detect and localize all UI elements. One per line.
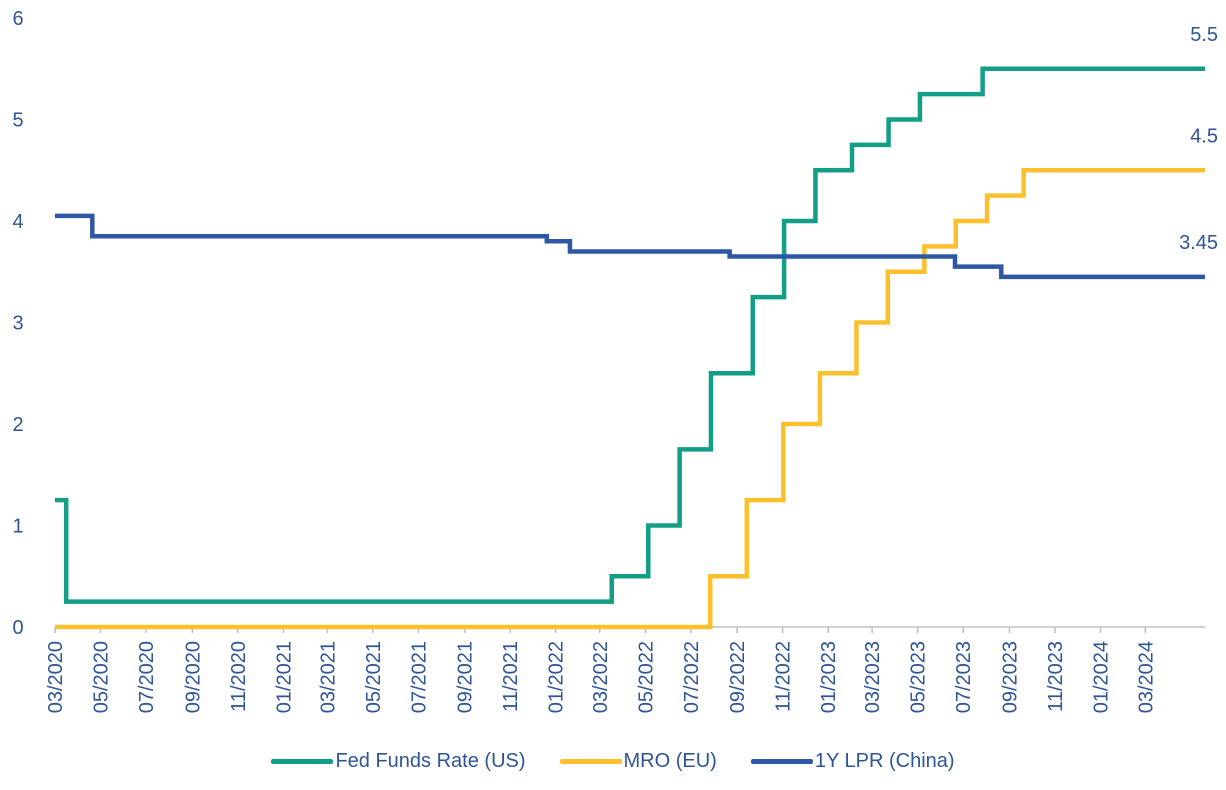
- x-tick-label: 09/2022: [727, 641, 749, 713]
- x-axis-tick-labels: 03/2020 05/2020 07/2020 09/2020 11/2020 01/20…: [45, 641, 1157, 713]
- x-tick-label: 09/2020: [182, 641, 204, 713]
- legend-label-lpr: 1Y LPR (China): [814, 750, 955, 772]
- x-tick-label: 03/2021: [317, 641, 339, 713]
- legend-item-lpr: 1Y LPR (China): [750, 750, 955, 773]
- x-tick-label: 07/2023: [953, 641, 975, 713]
- x-tick-label: 05/2022: [635, 641, 657, 713]
- legend: Fed Funds Rate (US) MRO (EU) 1Y LPR (Chi…: [0, 750, 1226, 773]
- series-end-labels: 5.5 4.5 3.45: [1179, 24, 1218, 254]
- series-lines: [55, 66, 1205, 630]
- x-tick-label: 07/2022: [681, 641, 703, 713]
- x-tick-label: 03/2023: [862, 641, 884, 713]
- x-tick-label: 01/2023: [818, 641, 840, 713]
- legend-swatch-lpr: [750, 759, 813, 764]
- x-tick-label: 01/2021: [273, 641, 295, 713]
- x-tick-label: 05/2021: [363, 641, 385, 713]
- y-tick-label: 6: [12, 8, 23, 30]
- series-line-2: [55, 213, 1205, 280]
- x-tick-label: 01/2022: [546, 641, 568, 713]
- x-tick-label: 11/2020: [228, 641, 250, 712]
- x-tick-label: 03/2022: [590, 641, 612, 713]
- series-end-label: 5.5: [1190, 24, 1218, 46]
- series-line-0: [55, 66, 1205, 604]
- x-tick-label: 09/2021: [455, 641, 477, 713]
- legend-item-fed: Fed Funds Rate (US): [271, 750, 526, 773]
- x-tick-label: 09/2023: [999, 641, 1021, 713]
- x-tick-label: 11/2021: [500, 641, 522, 712]
- series-line-1: [55, 168, 1205, 630]
- legend-label-mro: MRO (EU): [623, 750, 717, 772]
- legend-swatch-mro: [559, 759, 622, 764]
- x-tick-label: 05/2023: [908, 641, 930, 713]
- legend-label-fed: Fed Funds Rate (US): [335, 750, 526, 772]
- x-tick-label: 07/2021: [408, 641, 430, 713]
- y-tick-label: 3: [12, 313, 23, 335]
- x-tick-label: 11/2023: [1045, 641, 1067, 712]
- series-end-label: 4.5: [1190, 125, 1218, 147]
- y-tick-label: 0: [12, 617, 23, 639]
- legend-swatch-fed: [271, 759, 334, 764]
- x-tick-label: 11/2022: [773, 641, 795, 712]
- y-tick-label: 1: [12, 516, 23, 538]
- x-tick-label: 07/2020: [136, 641, 158, 713]
- x-tick-label: 03/2024: [1135, 641, 1157, 713]
- series-end-label: 3.45: [1179, 232, 1218, 254]
- x-tick-label: 03/2020: [45, 641, 67, 713]
- x-tick-label: 05/2020: [91, 641, 113, 713]
- y-tick-label: 4: [12, 211, 23, 233]
- y-axis-ticks: 0 1 2 3 4 5 6: [12, 8, 23, 639]
- legend-item-mro: MRO (EU): [559, 750, 717, 773]
- x-tick-label: 01/2024: [1091, 641, 1113, 713]
- y-tick-label: 5: [12, 110, 23, 132]
- y-tick-label: 2: [12, 414, 23, 436]
